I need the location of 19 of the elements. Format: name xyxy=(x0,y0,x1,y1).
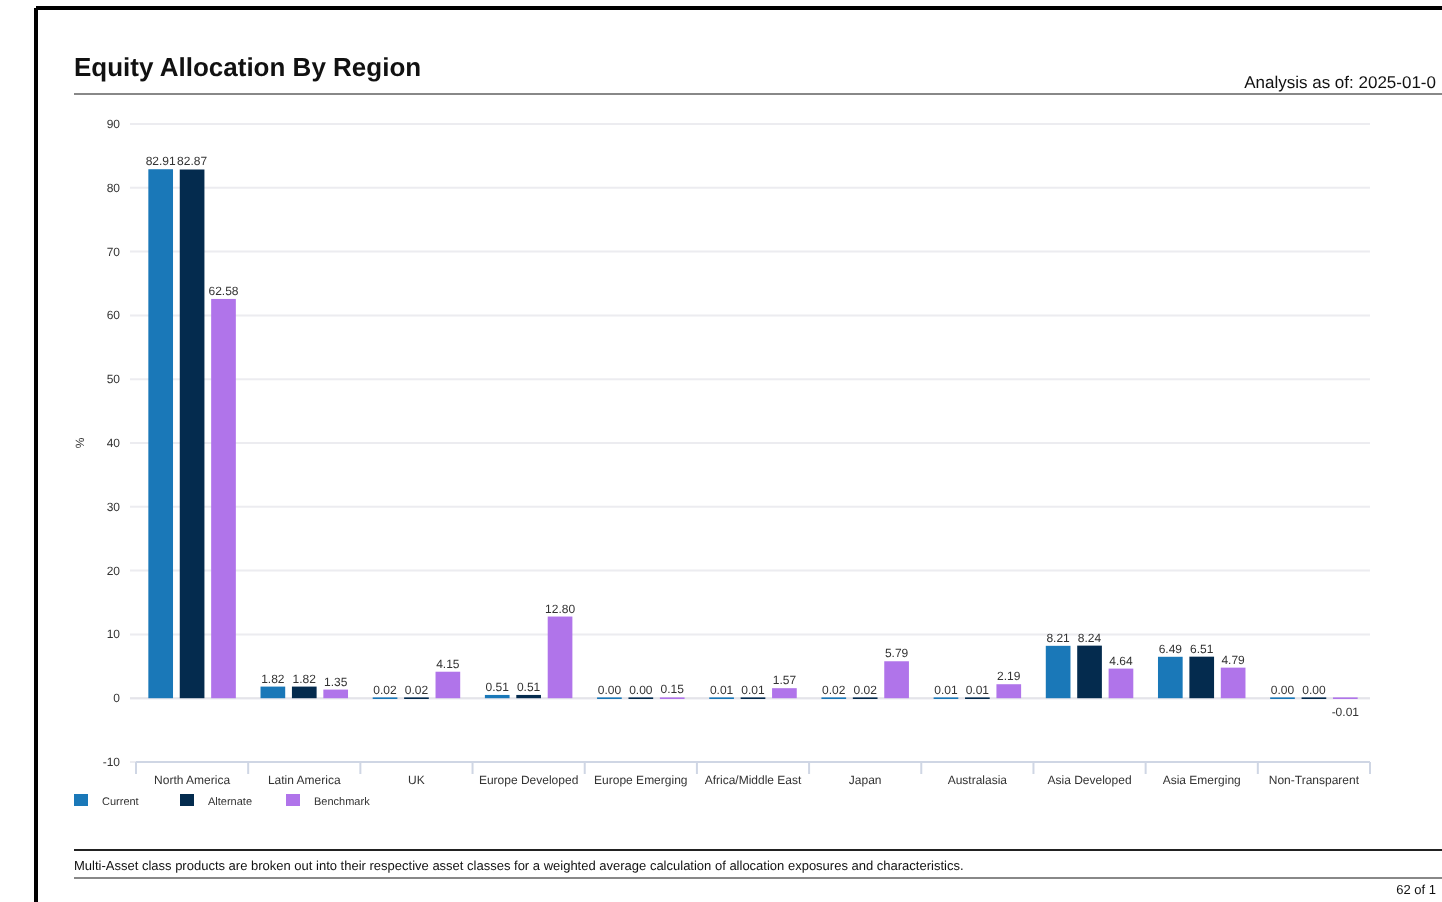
bar xyxy=(435,671,461,699)
bar xyxy=(291,686,317,699)
bar xyxy=(547,616,573,699)
bar xyxy=(211,298,236,699)
bar xyxy=(884,661,909,699)
text: Analysis as of: 2025-01-0 xyxy=(1244,72,1437,92)
bar xyxy=(179,169,205,699)
chart-title: Equity Allocation By Region xyxy=(74,52,422,82)
bar xyxy=(1157,656,1183,699)
bar xyxy=(1189,656,1215,699)
bar xyxy=(148,169,174,699)
bar xyxy=(1220,667,1246,699)
bar xyxy=(323,689,349,699)
bar xyxy=(1045,645,1071,699)
bar xyxy=(772,688,797,699)
bar xyxy=(1077,645,1102,699)
bar xyxy=(1108,668,1134,699)
bar xyxy=(260,686,286,699)
bar xyxy=(996,684,1022,699)
